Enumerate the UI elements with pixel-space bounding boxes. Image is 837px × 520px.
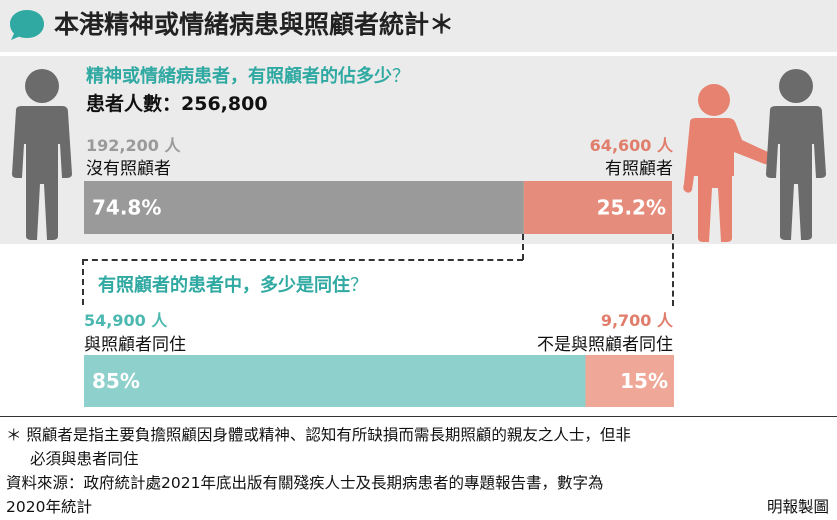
connector-left-horizontal [82, 259, 523, 261]
live-together-label: 與照顧者同住 [84, 335, 186, 355]
header-bar [0, 0, 837, 52]
footnote-source: 資料來源：政府統計處2021年底出版有關殘疾人士及長期病患者的專題報告書，數字為 [6, 474, 604, 492]
live-together-count: 54,900 人 [84, 311, 168, 330]
footnote-source-year: 2020年統計 [6, 498, 92, 516]
with-caregiver-label: 有照顧者 [605, 159, 673, 179]
page-title: 本港精神或情緒病患與照顧者統計＊ [54, 10, 455, 39]
caregiver-share-bar-segment-1 [523, 181, 672, 234]
question-caregiver-share: 精神或情緒病患者，有照顧者的佔多少？ [86, 66, 410, 87]
with-caregiver-count: 64,600 人 [589, 136, 673, 155]
caregiver-share-bar-segment-0 [84, 181, 524, 234]
connector-right-vertical [672, 234, 674, 306]
person-icon [12, 69, 72, 240]
patient-total: 患者人數：256,800 [86, 93, 268, 115]
living-together-bar-segment-1 [585, 355, 674, 407]
living-together-percent-label-0: 85% [92, 369, 140, 393]
caregiver-share-percent-label-1: 25.2% [597, 196, 666, 220]
not-live-together-label: 不是與照顧者同住 [537, 335, 673, 355]
not-live-together-count: 9,700 人 [600, 311, 673, 330]
credit-label: 明報製圖 [766, 498, 829, 516]
connector-left-vertical [522, 234, 524, 260]
caregiver-icon [683, 84, 772, 242]
connector-left-down [82, 259, 84, 305]
footnote-definition: ＊ 照顧者是指主要負擔照顧因身體或精神、認知有所缺損而需長期照顧的親友之人士，但… [6, 426, 631, 444]
footnote-definition-cont: 必須與患者同住 [30, 450, 139, 468]
patient-icon [766, 69, 826, 240]
no-caregiver-label: 沒有照顧者 [86, 159, 171, 179]
living-together-bar-segment-0 [84, 355, 586, 407]
living-together-percent-label-1: 15% [620, 369, 668, 393]
no-caregiver-count: 192,200 人 [86, 136, 181, 155]
question-living-together: 有照顧者的患者中，多少是同住？ [98, 275, 368, 296]
caregiver-share-percent-label-0: 74.8% [92, 196, 161, 220]
footnote-divider [0, 416, 837, 417]
speech-bubble-icon [10, 10, 44, 40]
